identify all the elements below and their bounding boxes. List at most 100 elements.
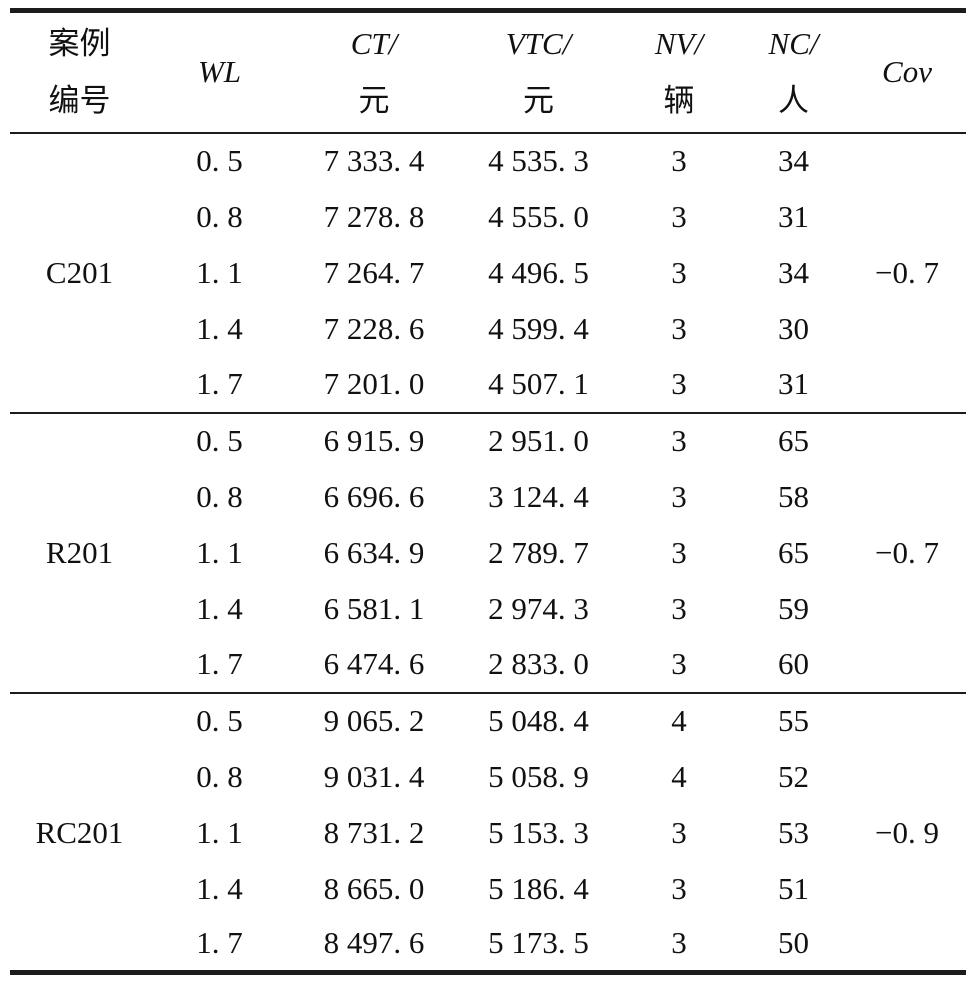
cell-nc: 30 xyxy=(778,310,809,346)
table-row: 1. 4 6 581. 1 2 974. 3 3 59 xyxy=(10,581,966,637)
cell-nc: 34 xyxy=(778,254,809,290)
cell-cov xyxy=(848,636,966,694)
table-row: 0. 5 6 915. 9 2 951. 0 3 65 xyxy=(10,413,966,469)
cell-vtc: 3 124. 4 xyxy=(488,478,589,514)
cell-wl: 0. 8 xyxy=(196,198,243,234)
cell-cov: −0. 7 xyxy=(875,254,939,290)
col-header-ct-line1: CT/ xyxy=(350,26,398,62)
cell-ct: 8 665. 0 xyxy=(323,870,425,906)
cell-case xyxy=(10,749,149,805)
cell-vtc: 4 507. 1 xyxy=(458,356,619,414)
col-header-case-line1: 案例 xyxy=(48,26,111,62)
cell-nv: 3 xyxy=(671,870,687,906)
cell-cov xyxy=(848,917,966,973)
cell-ct: 7 264. 7 xyxy=(323,254,425,290)
table-row: C201 1. 1 7 264. 7 4 496. 5 3 34 −0. 7 xyxy=(10,245,966,301)
cell-ct: 9 031. 4 xyxy=(323,758,425,794)
cell-ct: 6 474. 6 xyxy=(290,636,458,694)
cell-wl: 1. 7 xyxy=(149,636,290,694)
cell-vtc: 5 048. 4 xyxy=(488,703,589,738)
cell-case xyxy=(10,861,149,917)
table-row: 0. 5 9 065. 2 5 048. 4 4 55 xyxy=(10,693,966,749)
cell-nv: 3 xyxy=(671,534,687,570)
cell-nv: 3 xyxy=(671,814,687,850)
cell-cov xyxy=(848,189,966,245)
cell-cov: −0. 7 xyxy=(875,534,939,570)
cell-vtc: 4 555. 0 xyxy=(488,198,589,234)
table-row: 1. 7 8 497. 6 5 173. 5 3 50 xyxy=(10,917,966,973)
cell-case xyxy=(10,189,149,245)
cell-cov xyxy=(848,693,966,749)
cell-nc: 59 xyxy=(778,590,809,626)
cell-case xyxy=(10,301,149,357)
cell-nc: 50 xyxy=(778,925,809,961)
cell-nc: 60 xyxy=(739,636,848,694)
cell-vtc: 2 789. 7 xyxy=(488,534,589,570)
cell-wl: 0. 5 xyxy=(196,143,243,178)
cell-nc: 51 xyxy=(778,870,809,906)
cell-nc: 65 xyxy=(778,534,809,570)
col-header-wl: WL xyxy=(149,10,290,134)
cell-nc: 34 xyxy=(778,143,809,178)
cell-vtc: 5 058. 9 xyxy=(488,758,589,794)
cell-cov xyxy=(848,356,966,414)
col-header-vtc-line1: VTC/ xyxy=(505,26,572,62)
cell-case xyxy=(10,356,149,414)
cell-case xyxy=(10,469,149,525)
cell-wl: 1. 7 xyxy=(196,925,243,961)
cell-ct: 8 497. 6 xyxy=(323,925,425,961)
cell-case xyxy=(10,636,149,694)
cell-vtc: 2 974. 3 xyxy=(488,590,589,626)
cell-ct: 8 731. 2 xyxy=(323,814,425,850)
cell-wl: 0. 5 xyxy=(196,703,243,738)
col-header-nv-line1: NV/ xyxy=(654,26,704,62)
col-header-vtc-line2: 元 xyxy=(523,83,554,119)
col-header-case-line2: 编号 xyxy=(48,83,111,119)
cell-nv: 3 xyxy=(619,636,739,694)
cell-vtc: 5 173. 5 xyxy=(488,925,589,961)
table-row: 1. 4 7 228. 6 4 599. 4 3 30 xyxy=(10,301,966,357)
col-header-nv-line2: 辆 xyxy=(663,83,695,119)
cell-wl: 1. 4 xyxy=(196,310,243,346)
cell-ct: 6 634. 9 xyxy=(323,534,425,570)
cell-nv: 3 xyxy=(671,423,687,458)
cell-cov xyxy=(848,749,966,805)
col-header-nc: NC/ 人 xyxy=(739,10,848,134)
col-header-wl-label: WL xyxy=(197,54,242,90)
cell-nc: 31 xyxy=(778,198,809,234)
cell-nc: 55 xyxy=(778,703,809,738)
cell-nc: 31 xyxy=(739,356,848,414)
cell-cov xyxy=(848,301,966,357)
table-row: 1. 4 8 665. 0 5 186. 4 3 51 xyxy=(10,861,966,917)
cell-nc: 52 xyxy=(778,758,809,794)
cell-nc: 53 xyxy=(778,814,809,850)
cell-ct: 7 201. 0 xyxy=(290,356,458,414)
table-row: RC201 1. 1 8 731. 2 5 153. 3 3 53 −0. 9 xyxy=(10,805,966,861)
table-row: R201 1. 1 6 634. 9 2 789. 7 3 65 −0. 7 xyxy=(10,525,966,581)
cell-nc: 65 xyxy=(778,423,809,458)
cell-nv: 3 xyxy=(671,590,687,626)
col-header-nc-line1: NC/ xyxy=(768,26,819,62)
cell-case: C201 xyxy=(45,254,114,290)
cell-ct: 9 065. 2 xyxy=(323,703,425,738)
col-header-ct-line2: 元 xyxy=(358,83,390,119)
header-row: 案例 编号 WL CT/ 元 VTC/ 元 NV/ 辆 xyxy=(10,10,966,134)
cell-wl: 1. 7 xyxy=(149,356,290,414)
cell-case: RC201 xyxy=(35,814,124,850)
cell-nv: 4 xyxy=(671,758,687,794)
cell-wl: 1. 1 xyxy=(196,814,243,850)
cell-wl: 1. 1 xyxy=(196,534,243,570)
cell-ct: 7 228. 6 xyxy=(323,310,425,346)
cell-nc: 58 xyxy=(778,478,809,514)
cell-case xyxy=(10,581,149,637)
cell-case xyxy=(10,413,149,469)
cell-cov xyxy=(848,133,966,189)
cell-cov xyxy=(848,581,966,637)
cell-nv: 3 xyxy=(671,254,687,290)
cell-wl: 1. 4 xyxy=(196,870,243,906)
cell-nv: 3 xyxy=(671,198,687,234)
cell-nv: 3 xyxy=(619,356,739,414)
table-row: 0. 8 6 696. 6 3 124. 4 3 58 xyxy=(10,469,966,525)
